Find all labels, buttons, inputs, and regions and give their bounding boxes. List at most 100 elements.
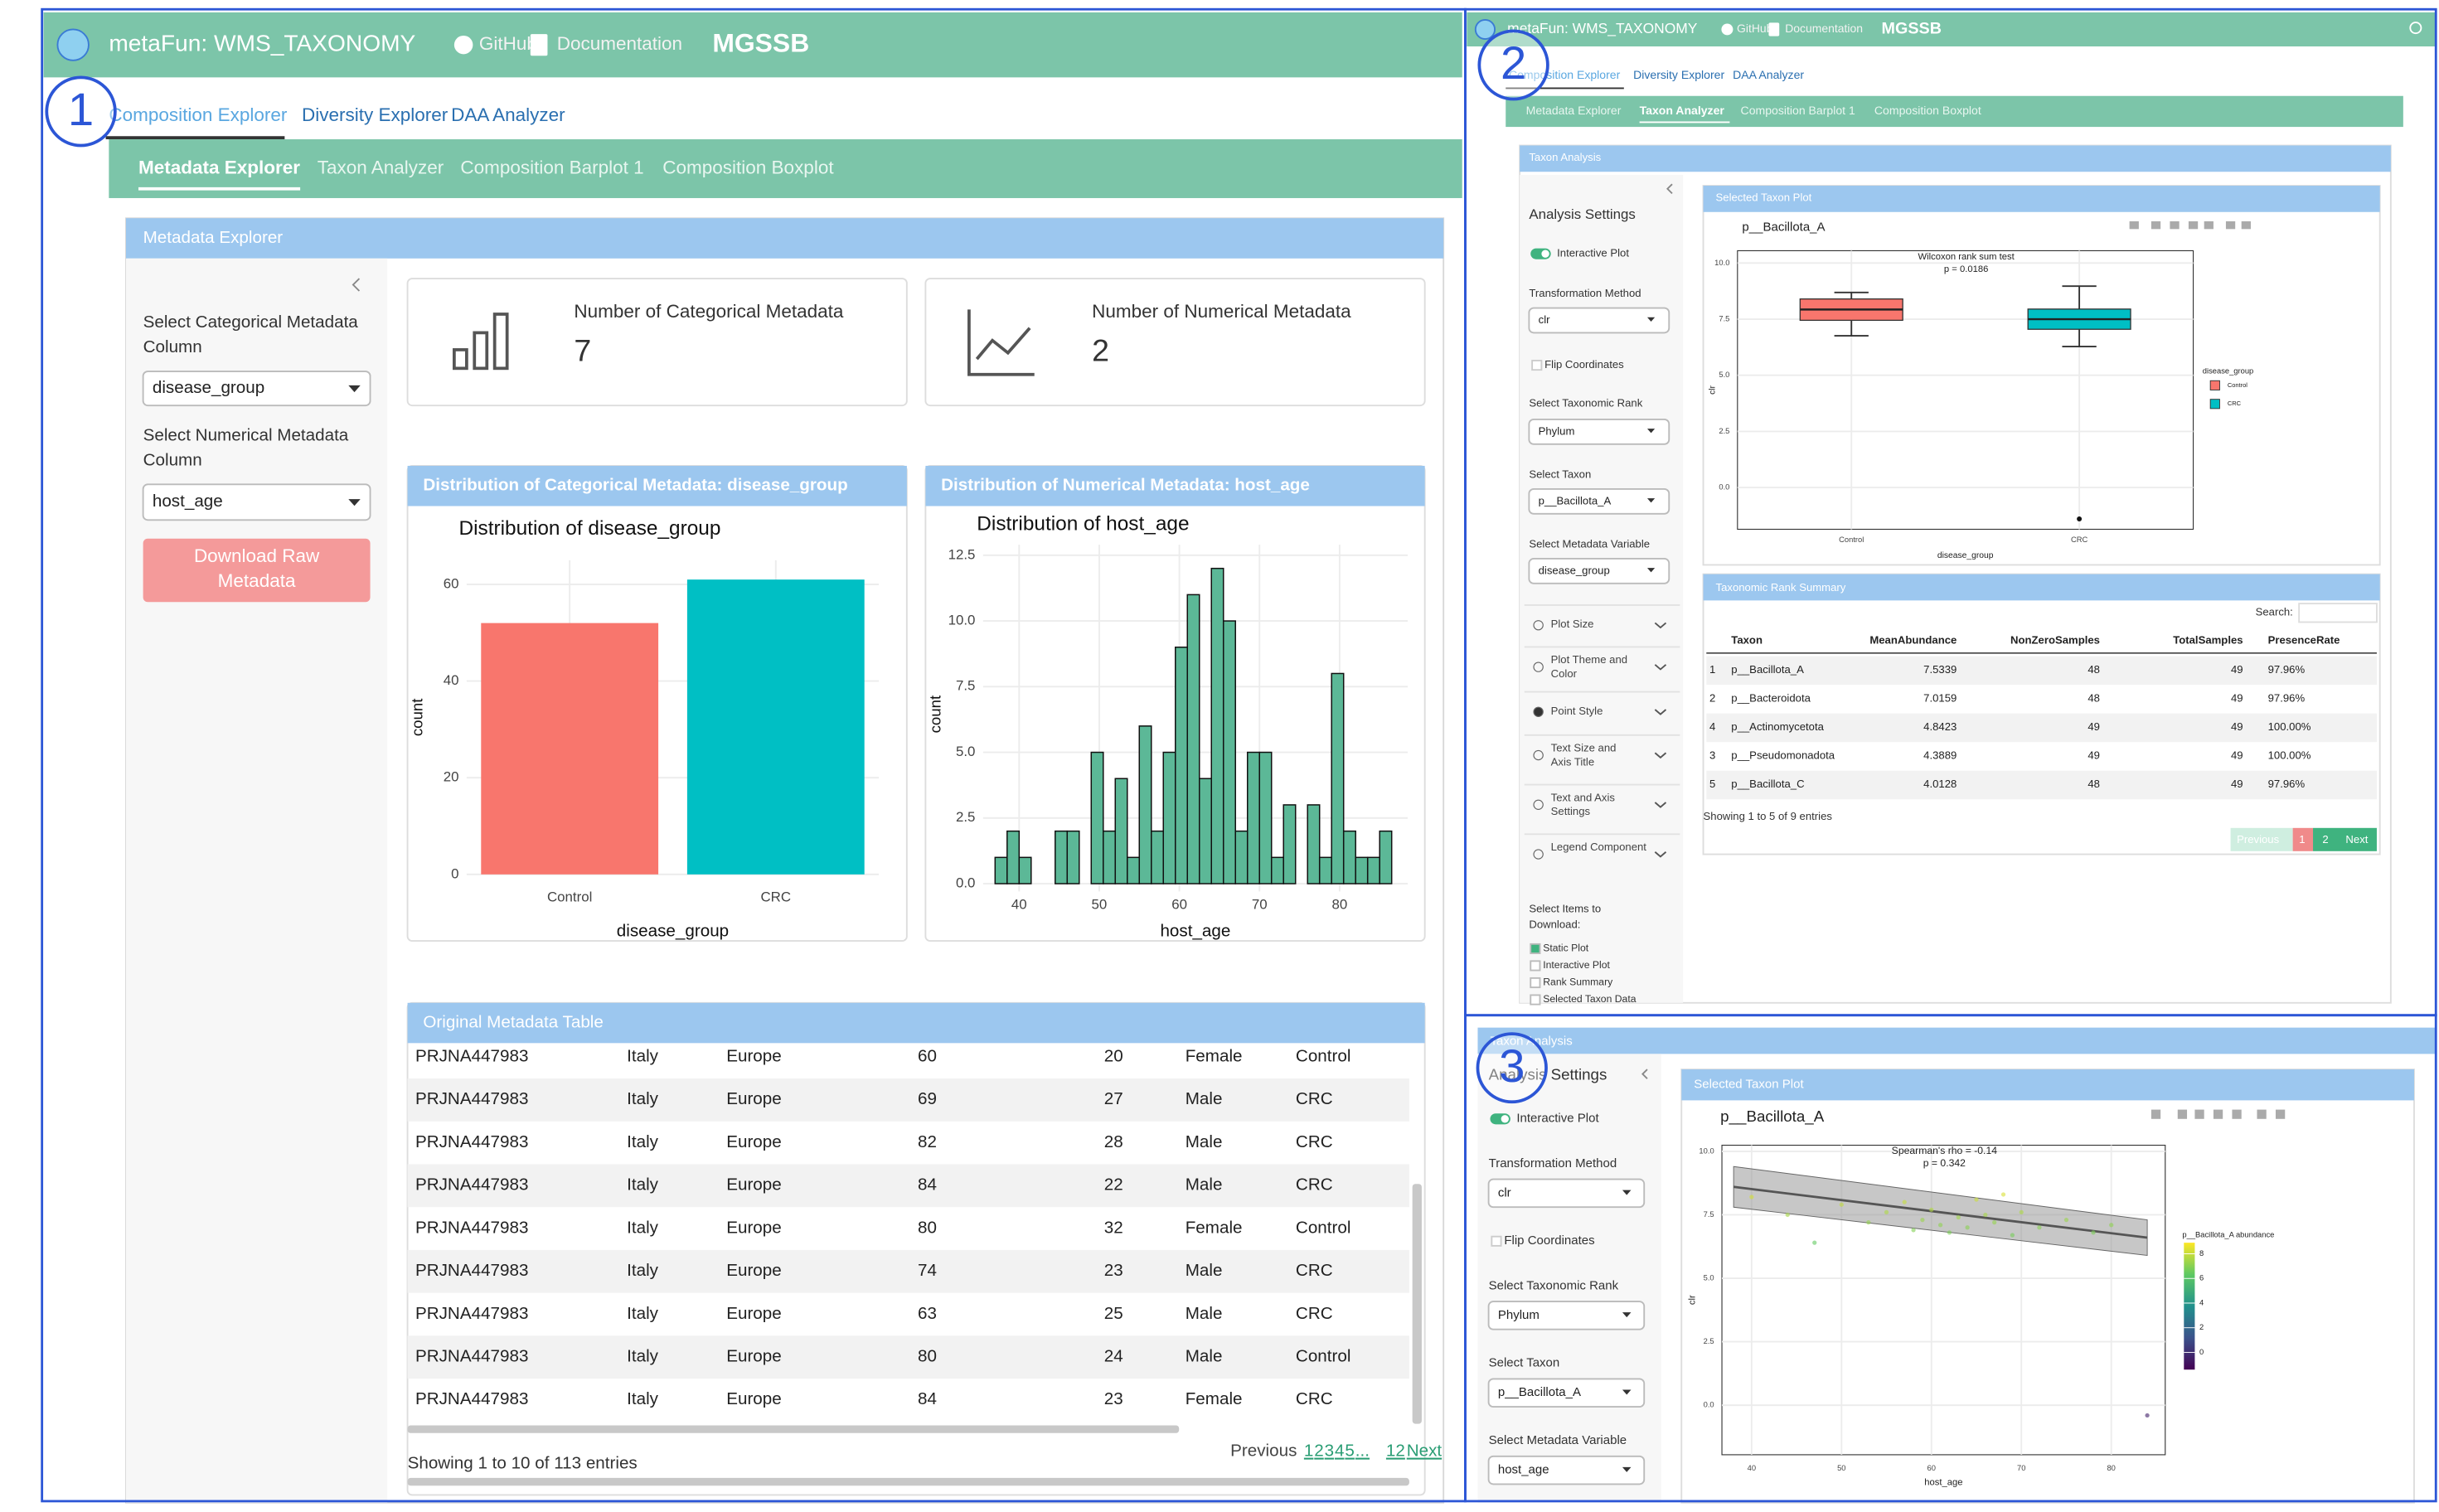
accordion-title[interactable]: Plot Size [1551, 618, 1594, 631]
column-header[interactable]: NonZeroSamples [2010, 633, 2100, 646]
x-tick-label: 70 [1252, 897, 1268, 913]
pagination-page[interactable]: 4 [1335, 1442, 1344, 1461]
checkbox[interactable] [1530, 994, 1541, 1006]
pagination-previous[interactable]: Previous [2237, 833, 2280, 846]
column-header[interactable]: TotalSamples [2173, 633, 2243, 646]
select-box[interactable] [1528, 419, 1670, 445]
toolbar-icon[interactable] [2188, 220, 2199, 230]
pagination-page[interactable]: 2 [1314, 1442, 1323, 1461]
table-cell: 49 [2231, 691, 2243, 704]
toolbar-icon[interactable] [2257, 1109, 2267, 1119]
field-label: Select Metadata Variable [1529, 538, 1650, 550]
main-tab[interactable]: DAA Analyzer [1733, 68, 1804, 81]
y-tick-label: 20 [444, 769, 459, 785]
main-tab[interactable]: Composition Explorer [1509, 68, 1621, 81]
accordion-title[interactable]: Point Style [1551, 705, 1603, 717]
toolbar-icon[interactable] [2232, 1109, 2242, 1119]
select-box[interactable] [1528, 307, 1670, 334]
accordion-icon [1533, 749, 1544, 761]
table-cell: Italy [627, 1047, 659, 1066]
checkbox[interactable] [1530, 960, 1541, 972]
main-tab[interactable]: Diversity Explorer [1633, 68, 1724, 81]
table-card-header [407, 1002, 1425, 1044]
stat-value: 2 [1092, 333, 1109, 368]
main-tab[interactable]: Composition Explorer [109, 104, 288, 125]
checkbox[interactable] [1530, 943, 1541, 954]
histogram-bar [1114, 778, 1128, 884]
select-box[interactable] [1487, 1301, 1646, 1330]
select-box[interactable] [142, 371, 371, 407]
pagination-page[interactable]: 5 [1345, 1442, 1354, 1461]
accordion-title[interactable]: Text and Axis Settings [1551, 792, 1616, 818]
toolbar-icon[interactable] [2170, 220, 2180, 230]
pagination-page[interactable]: 1 [2299, 833, 2305, 846]
table-cell: PRJNA447983 [415, 1089, 528, 1108]
github-link[interactable]: GitHub [1737, 22, 1773, 35]
docs-link[interactable]: Documentation [557, 33, 682, 54]
toolbar-icon[interactable] [2129, 220, 2139, 230]
accordion-title[interactable]: Plot Theme and Color [1551, 654, 1627, 681]
sub-tab[interactable]: Taxon Analyzer [1640, 104, 1725, 117]
toolbar-icon[interactable] [2241, 220, 2251, 230]
toolbar-icon[interactable] [2150, 1109, 2161, 1119]
pagination-page[interactable]: 3 [1325, 1442, 1334, 1461]
table-cell: 49 [2231, 720, 2243, 733]
accordion-title[interactable]: Legend Component [1551, 841, 1647, 854]
toolbar-icon[interactable] [2177, 1109, 2188, 1119]
pagination-next[interactable]: Next [1407, 1442, 1443, 1461]
sub-tab[interactable]: Metadata Explorer [1526, 104, 1622, 117]
panel-number: 3 [1499, 1040, 1525, 1092]
pagination-page[interactable]: 2 [2322, 833, 2328, 846]
table-cell: 69 [918, 1089, 937, 1108]
toolbar-icon[interactable] [2213, 1109, 2223, 1119]
sub-tab[interactable]: Metadata Explorer [138, 157, 300, 177]
checkbox[interactable] [1491, 1235, 1502, 1247]
scatter-point [2019, 1209, 2024, 1215]
x-tick-label: 40 [1011, 897, 1027, 913]
main-tab[interactable]: Diversity Explorer [302, 104, 449, 125]
legend-label: CRC [2228, 400, 2242, 407]
field-label: Transformation Method [1529, 287, 1641, 299]
toolbar-icon[interactable] [2194, 1109, 2204, 1119]
select-value: host_age [1498, 1463, 1549, 1477]
pagination-page[interactable]: 1 [1304, 1442, 1313, 1461]
column-header[interactable]: Taxon [1731, 633, 1763, 646]
scatter-point [2063, 1217, 2069, 1223]
sub-tab[interactable]: Composition Barplot 1 [460, 157, 643, 177]
colorbar-title: p__Bacillota_A abundance [2182, 1230, 2274, 1238]
select-box[interactable] [1487, 1178, 1646, 1209]
toolbar-icon[interactable] [2275, 1109, 2286, 1119]
x-tick-label: 80 [1331, 897, 1347, 913]
table-cell: 82 [918, 1132, 937, 1151]
sub-tab[interactable]: Composition Boxplot [1874, 104, 1981, 117]
accordion-title[interactable]: Text Size and Axis Title [1551, 742, 1617, 768]
github-link[interactable]: GitHub [479, 33, 537, 54]
select-box[interactable] [1487, 1378, 1646, 1408]
select-box[interactable] [1528, 488, 1670, 515]
download-button[interactable] [143, 538, 371, 603]
toolbar-icon[interactable] [2204, 220, 2214, 230]
pagination-page[interactable]: ... [1355, 1442, 1370, 1461]
doc-icon [530, 34, 548, 56]
sub-tab[interactable]: Composition Boxplot [662, 157, 834, 177]
toolbar-icon[interactable] [2225, 220, 2236, 230]
checkbox[interactable] [1530, 976, 1541, 989]
scatter-point [1911, 1228, 1916, 1233]
table-cell: 4 [1709, 720, 1715, 733]
sub-tab[interactable]: Composition Barplot 1 [1741, 104, 1855, 117]
pagination-page[interactable]: 12 [1386, 1442, 1405, 1461]
column-header[interactable]: PresenceRate [2268, 633, 2340, 646]
search-box[interactable] [2298, 603, 2378, 623]
sub-tab[interactable]: Taxon Analyzer [318, 157, 444, 177]
checkbox[interactable] [1531, 360, 1543, 371]
select-box[interactable] [1487, 1455, 1646, 1485]
pagination-previous[interactable]: Previous [1230, 1442, 1297, 1461]
column-header[interactable]: MeanAbundance [1869, 633, 1957, 646]
toolbar-icon[interactable] [2150, 220, 2161, 230]
select-box[interactable] [142, 483, 371, 521]
select-box[interactable] [1528, 558, 1670, 584]
docs-link[interactable]: Documentation [1785, 22, 1863, 35]
main-tab[interactable]: DAA Analyzer [451, 104, 565, 125]
pagination-next[interactable]: Next [2345, 833, 2368, 846]
